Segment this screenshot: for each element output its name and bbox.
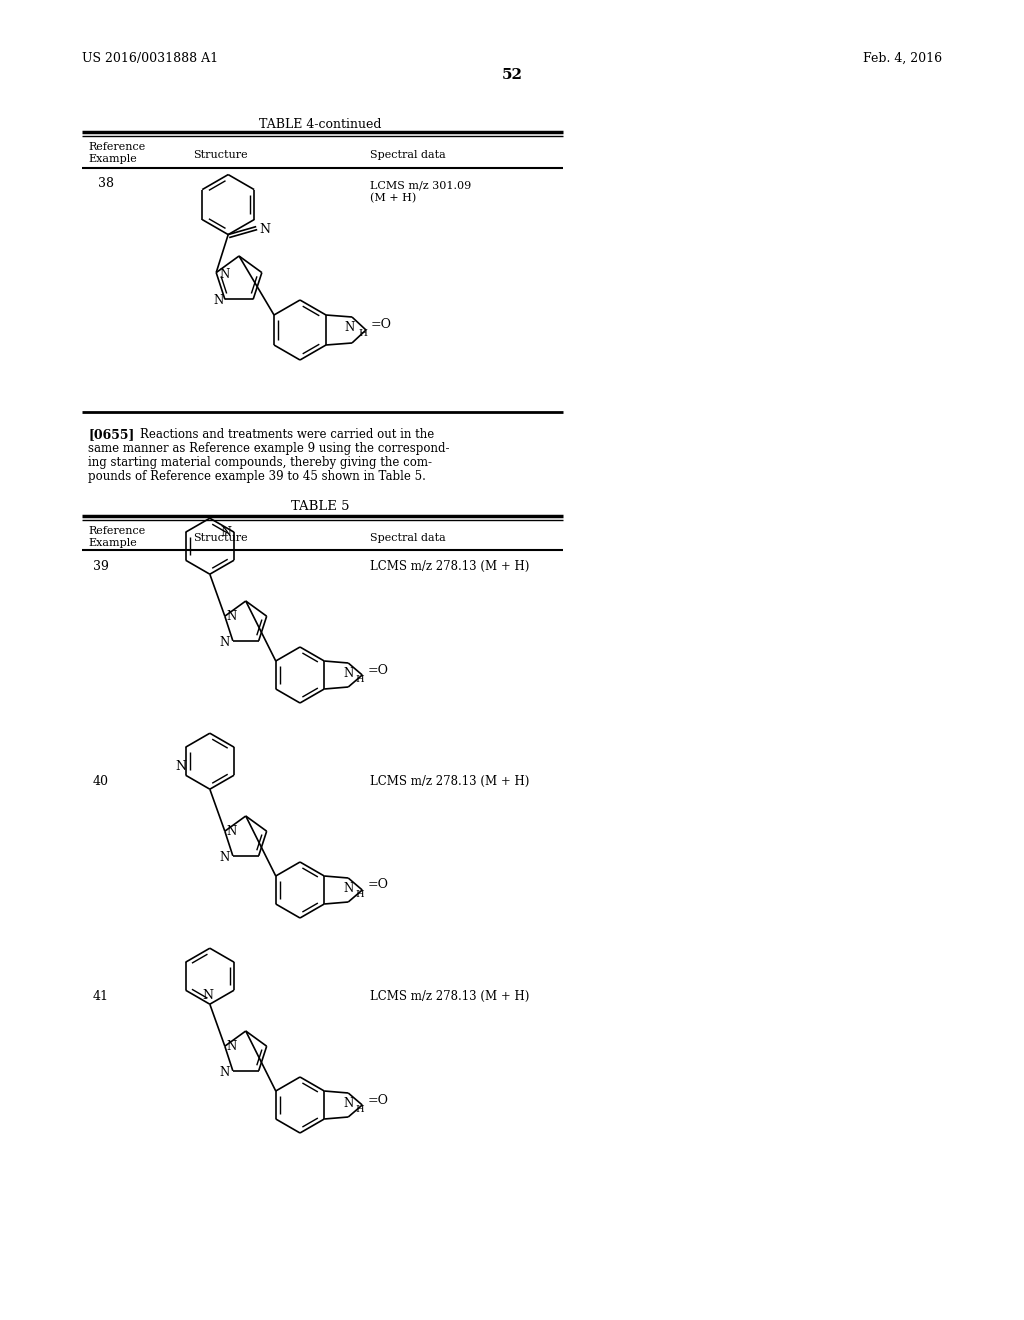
Text: Structure: Structure [193, 533, 248, 543]
Text: Structure: Structure [193, 150, 248, 160]
Text: =O: =O [371, 318, 392, 330]
Text: =O: =O [368, 879, 388, 891]
Text: US 2016/0031888 A1: US 2016/0031888 A1 [82, 51, 218, 65]
Text: 39: 39 [93, 560, 109, 573]
Text: 52: 52 [502, 69, 522, 82]
Text: Spectral data: Spectral data [370, 150, 445, 160]
Text: H: H [355, 890, 364, 899]
Text: Reference: Reference [88, 525, 145, 536]
Text: LCMS m/z 301.09: LCMS m/z 301.09 [370, 180, 471, 190]
Text: ing starting material compounds, thereby giving the com-: ing starting material compounds, thereby… [88, 455, 432, 469]
Text: N: N [343, 1097, 353, 1110]
Text: N: N [259, 223, 270, 235]
Text: Example: Example [88, 154, 137, 164]
Text: N: N [220, 527, 231, 539]
Text: Example: Example [88, 539, 137, 548]
Text: N: N [213, 294, 223, 308]
Text: LCMS m/z 278.13 (M + H): LCMS m/z 278.13 (M + H) [370, 990, 529, 1003]
Text: N: N [343, 667, 353, 680]
Text: LCMS m/z 278.13 (M + H): LCMS m/z 278.13 (M + H) [370, 560, 529, 573]
Text: [0655]: [0655] [88, 428, 134, 441]
Text: Spectral data: Spectral data [370, 533, 445, 543]
Text: 41: 41 [93, 990, 109, 1003]
Text: TABLE 4-continued: TABLE 4-continued [259, 117, 381, 131]
Text: 38: 38 [98, 177, 114, 190]
Text: TABLE 5: TABLE 5 [291, 500, 349, 513]
Text: N: N [220, 636, 230, 649]
Text: H: H [355, 675, 364, 684]
Text: (M + H): (M + H) [370, 193, 416, 203]
Text: N: N [220, 851, 230, 863]
Text: Feb. 4, 2016: Feb. 4, 2016 [863, 51, 942, 65]
Text: N: N [227, 1040, 238, 1053]
Text: LCMS m/z 278.13 (M + H): LCMS m/z 278.13 (M + H) [370, 775, 529, 788]
Text: N: N [227, 825, 238, 838]
Text: N: N [345, 321, 355, 334]
Text: Reference: Reference [88, 143, 145, 152]
Text: =O: =O [368, 664, 388, 676]
Text: same manner as Reference example 9 using the correspond-: same manner as Reference example 9 using… [88, 442, 450, 455]
Text: H: H [355, 1105, 364, 1114]
Text: 40: 40 [93, 775, 109, 788]
Text: H: H [358, 329, 367, 338]
Text: N: N [203, 989, 213, 1002]
Text: pounds of Reference example 39 to 45 shown in Table 5.: pounds of Reference example 39 to 45 sho… [88, 470, 426, 483]
Text: N: N [175, 760, 186, 774]
Text: Reactions and treatments were carried out in the: Reactions and treatments were carried ou… [140, 428, 434, 441]
Text: N: N [219, 268, 229, 281]
Text: N: N [227, 610, 238, 623]
Text: =O: =O [368, 1093, 388, 1106]
Text: N: N [343, 882, 353, 895]
Text: N: N [220, 1065, 230, 1078]
